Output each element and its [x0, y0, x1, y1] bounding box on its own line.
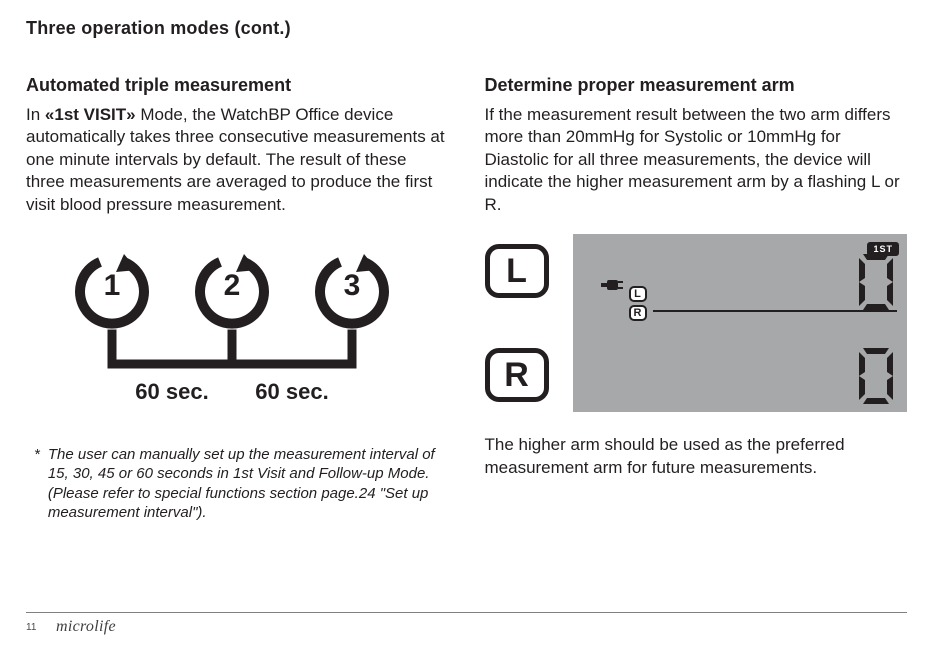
diagram-label-3: 3 [344, 269, 361, 302]
footnote-marker: * [34, 445, 40, 522]
right-heading: Determine proper measurement arm [485, 75, 908, 96]
left-footnote: * The user can manually set up the measu… [26, 445, 449, 522]
footer-rule [26, 612, 907, 613]
lcd-screen: 1ST L R [573, 234, 908, 412]
right-closing: The higher arm should be used as the pre… [485, 434, 908, 479]
arm-indication-diagram: L R 1ST L R [485, 234, 908, 412]
left-column: Automated triple measurement In «1st VIS… [26, 75, 449, 522]
lcd-mini-lr: L R [629, 286, 659, 324]
triple-measurement-diagram: 1 2 3 60 sec. 60 sec. [62, 244, 402, 419]
right-body: If the measurement result between the tw… [485, 104, 908, 216]
right-column: Determine proper measurement arm If the … [485, 75, 908, 522]
left-lead-in: In [26, 105, 45, 124]
diagram-label-2: 2 [224, 269, 241, 302]
left-body: In «1st VISIT» Mode, the WatchBP Office … [26, 104, 449, 216]
mode-bold: «1st VISIT» [45, 105, 136, 124]
left-heading: Automated triple measurement [26, 75, 449, 96]
badge-L: L [485, 244, 549, 298]
brand-logo: microlife [56, 618, 116, 636]
diagram-label-1: 1 [104, 269, 121, 302]
lcd-digit-top [855, 254, 897, 310]
power-plug-icon [601, 278, 623, 292]
lcd-digit-bottom [855, 348, 897, 404]
interval-label-1: 60 sec. [135, 379, 208, 404]
badge-R: R [485, 348, 549, 402]
lcd-mini-L: L [629, 286, 647, 302]
footnote-text: The user can manually set up the measure… [48, 445, 449, 522]
lcd-divider [653, 310, 898, 312]
page-number: 11 [26, 622, 36, 633]
page-title: Three operation modes (cont.) [26, 18, 907, 39]
lcd-mini-R: R [629, 305, 647, 321]
interval-label-2: 60 sec. [255, 379, 328, 404]
